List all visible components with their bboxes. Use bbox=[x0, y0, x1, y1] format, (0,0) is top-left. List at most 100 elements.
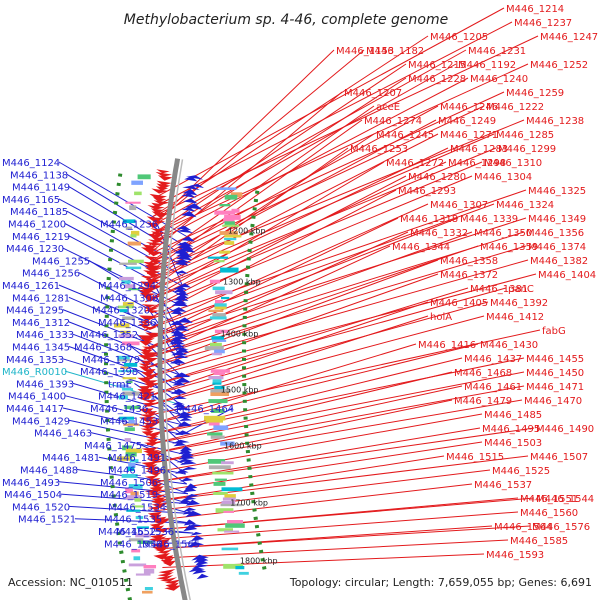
forward-gene-arrow bbox=[138, 323, 152, 329]
leader-line bbox=[147, 385, 525, 455]
function-block bbox=[125, 495, 142, 500]
forward-gene-arrow bbox=[147, 205, 165, 210]
gene-label: M446_1214 bbox=[506, 4, 564, 15]
tick-mark bbox=[253, 198, 259, 203]
tick-mark bbox=[254, 524, 260, 529]
reverse-gene-arrow bbox=[185, 510, 202, 517]
function-block bbox=[214, 329, 229, 334]
forward-gene-arrow bbox=[147, 458, 163, 463]
leader-line bbox=[156, 497, 519, 531]
function-block bbox=[125, 488, 133, 494]
tick-mark bbox=[117, 173, 123, 177]
tick-mark bbox=[252, 508, 257, 512]
gene-label: M446_1182 bbox=[366, 46, 424, 57]
function-block bbox=[122, 219, 136, 224]
forward-gene-arrow bbox=[145, 452, 162, 459]
reverse-gene-arrow bbox=[176, 254, 193, 261]
function-block bbox=[238, 571, 249, 575]
function-block bbox=[223, 563, 244, 569]
function-block bbox=[128, 288, 140, 291]
gene-label: M446_1453 bbox=[100, 416, 158, 427]
function-block bbox=[135, 516, 144, 520]
forward-gene-arrow bbox=[155, 186, 169, 191]
forward-gene-arrow bbox=[139, 366, 152, 372]
tick-mark bbox=[127, 597, 132, 600]
gene-label: M446_1417 bbox=[6, 404, 64, 415]
tick-marks bbox=[104, 173, 267, 600]
function-block bbox=[219, 250, 231, 254]
gene-label: M446_1468 bbox=[454, 368, 512, 379]
reverse-gene-arrow bbox=[180, 477, 194, 482]
function-block bbox=[118, 395, 128, 400]
function-block bbox=[131, 549, 141, 553]
function-block bbox=[222, 224, 240, 227]
reverse-gene-arrow bbox=[172, 372, 191, 378]
function-block bbox=[219, 204, 231, 207]
function-block bbox=[118, 305, 134, 309]
forward-gene-arrow bbox=[148, 233, 163, 240]
function-block bbox=[137, 540, 153, 544]
gene-label: M446_1495 bbox=[482, 424, 540, 435]
function-block bbox=[211, 409, 225, 413]
leader-line bbox=[147, 105, 375, 265]
reverse-gene-arrow bbox=[193, 556, 209, 563]
leader-line bbox=[143, 245, 391, 360]
leader-line bbox=[143, 245, 527, 360]
forward-gene-arrow bbox=[148, 514, 162, 520]
gene-label: aceE bbox=[376, 102, 400, 113]
gene-label: M446_1485 bbox=[484, 410, 542, 421]
forward-gene-arrow bbox=[141, 247, 158, 253]
leader-line bbox=[152, 455, 445, 502]
reverse-gene-arrow bbox=[190, 535, 205, 542]
forward-gene-arrow bbox=[152, 220, 166, 224]
function-block bbox=[212, 339, 227, 342]
reverse-gene-arrow bbox=[188, 567, 205, 573]
gene-label: M446_1551 bbox=[520, 494, 578, 505]
function-block bbox=[208, 422, 220, 426]
gene-label: M446_1525 bbox=[492, 466, 550, 477]
function-block bbox=[230, 192, 243, 198]
gene-label: M446_1464 bbox=[176, 404, 234, 415]
forward-gene-arrow bbox=[150, 208, 164, 214]
leader-line bbox=[150, 427, 481, 484]
gene-label: M446_1271 bbox=[440, 130, 498, 141]
tick-mark bbox=[253, 516, 258, 521]
leader-line bbox=[145, 343, 479, 427]
reverse-gene-arrow bbox=[175, 469, 189, 474]
forward-gene-arrow bbox=[141, 425, 154, 429]
function-block bbox=[221, 461, 234, 465]
gene-label: M446_1312 bbox=[12, 318, 70, 329]
gene-label: M446_1138 bbox=[10, 170, 68, 181]
reverse-gene-arrow bbox=[196, 573, 209, 580]
leader-line bbox=[144, 203, 495, 331]
function-block bbox=[119, 276, 134, 281]
function-block bbox=[120, 330, 131, 334]
gene-label: M446_1124 bbox=[2, 158, 60, 169]
kbp-marker-label: 1800 kbp bbox=[240, 556, 278, 565]
gene-label: M446_1256 bbox=[22, 269, 80, 280]
leader-line bbox=[145, 161, 447, 303]
function-block bbox=[118, 359, 132, 362]
tick-mark bbox=[251, 499, 256, 504]
leader-line bbox=[145, 161, 483, 303]
forward-gene-arrow bbox=[139, 338, 155, 343]
leader-line bbox=[144, 217, 527, 341]
forward-gene-arrow bbox=[143, 369, 156, 375]
leader-line bbox=[164, 469, 188, 485]
reverse-gene-arrow bbox=[185, 499, 201, 506]
reverse-gene-arrow bbox=[170, 307, 187, 312]
function-block bbox=[134, 191, 142, 196]
kbp-marker-labels: 1200 kbp 1300 kbp 1400 kbp 1500 kbp 1600 kbp… bbox=[221, 227, 278, 566]
forward-gene-arrow bbox=[145, 250, 163, 257]
reverse-gene-arrow bbox=[195, 559, 209, 566]
function-block bbox=[212, 286, 225, 291]
gene-label: trmE bbox=[108, 379, 132, 390]
forward-gene-arrow bbox=[145, 242, 164, 246]
gene-label: M446_1381 bbox=[470, 284, 528, 295]
leader-line bbox=[148, 399, 523, 465]
gene-label: M446_1274 bbox=[364, 116, 422, 127]
gene-label: M446_1336 bbox=[98, 318, 156, 329]
function-block bbox=[215, 299, 224, 305]
gene-label: M446_1535 bbox=[104, 515, 162, 526]
function-block bbox=[220, 503, 242, 507]
